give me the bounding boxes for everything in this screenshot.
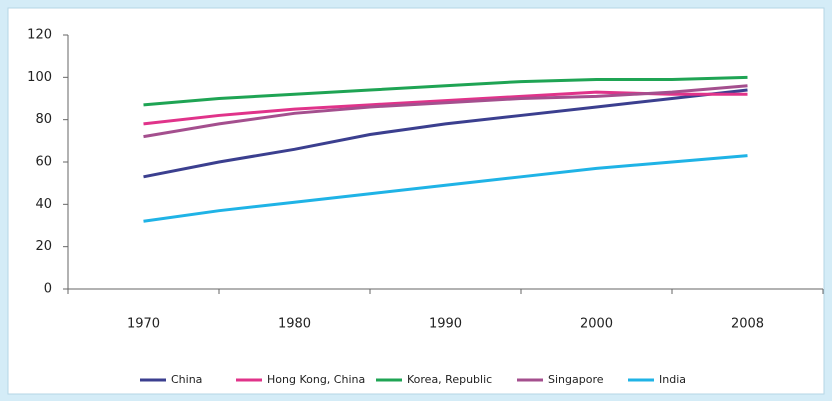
legend-label: China [171,373,202,386]
legend-label: Korea, Republic [407,373,492,386]
legend-label: Hong Kong, China [267,373,365,386]
legend-label: India [659,373,686,386]
panel [7,7,825,395]
series-line [143,84,748,139]
x-tick-label: 2008 [731,317,764,332]
x-tick-label: 1990 [429,317,462,332]
series-line [143,154,748,223]
y-tick-label: 80 [35,112,52,127]
x-tick-label: 1970 [127,317,160,332]
series-line [143,88,748,179]
x-tick-label: 2000 [580,317,613,332]
series-line [143,75,748,107]
y-tick-label: 40 [35,197,52,212]
y-tick-label: 0 [44,282,52,297]
legend-label: Singapore [548,373,604,386]
y-tick-label: 120 [27,28,52,43]
y-tick-label: 60 [35,155,52,170]
y-tick-label: 20 [35,239,52,254]
x-tick-label: 1980 [278,317,311,332]
y-tick-label: 100 [27,70,52,85]
